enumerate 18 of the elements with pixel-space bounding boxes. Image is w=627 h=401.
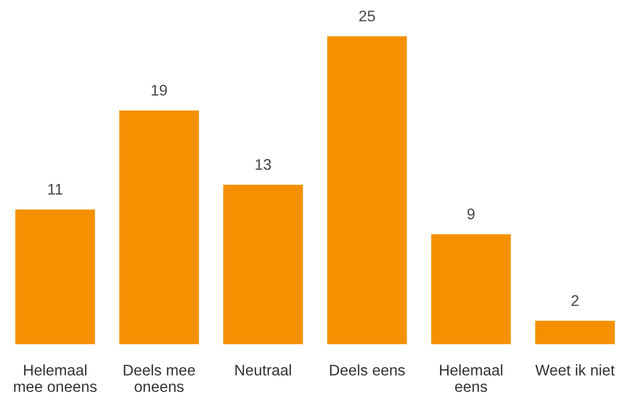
bar (118, 109, 200, 345)
bar (222, 183, 304, 345)
data-label: 25 (359, 10, 375, 22)
data-label: 11 (48, 184, 62, 194)
bar (326, 34, 408, 345)
x-tick-label: Helemaal mee oneens (14, 364, 97, 392)
x-tick-label: Weet ik niet (535, 364, 615, 376)
x-tick-label: Deels eens (330, 364, 405, 376)
x-tick-label: Deels mee oneens (124, 364, 195, 392)
bar (430, 232, 512, 345)
data-label: 13 (256, 159, 271, 170)
bar (534, 319, 616, 345)
bar (14, 208, 96, 345)
data-label: 19 (152, 84, 167, 96)
data-label: 2 (572, 295, 578, 306)
x-tick-label: Helemaal eens (440, 364, 502, 392)
x-tick-label: Neutraal (235, 364, 291, 376)
data-label: 9 (468, 208, 475, 220)
